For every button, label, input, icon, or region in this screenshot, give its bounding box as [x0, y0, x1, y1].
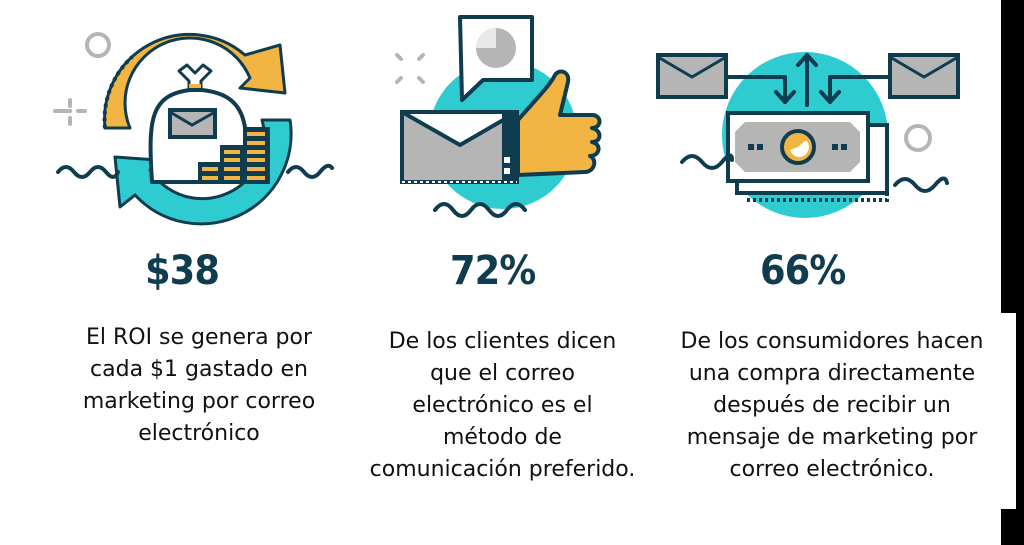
money-bag-cycle-icon	[40, 0, 340, 235]
black-edge-right	[1016, 313, 1024, 509]
stat-description-preferred: De los clientes dicen que el correo elec…	[350, 326, 655, 486]
description-line: correo electrónico.	[729, 457, 935, 482]
description-line: cada $1 gastado en	[90, 357, 308, 382]
stat-value-roi: $38	[145, 248, 220, 294]
description-line: De los consumidores hacen	[680, 329, 984, 354]
description-line: una compra directamente	[688, 361, 976, 386]
black-edge-bottom	[1001, 509, 1024, 545]
black-edge-top	[1001, 0, 1024, 313]
description-line: marketing por correo	[82, 389, 316, 414]
description-line: que el correo	[430, 361, 575, 386]
description-line: El ROI se genera por	[85, 325, 313, 350]
description-line: comunicación preferido.	[369, 457, 636, 482]
stat-value-purchase: 66%	[760, 248, 846, 294]
description-line: mensaje de marketing por	[686, 425, 978, 450]
description-line: De los clientes dicen	[388, 329, 617, 354]
description-line: electrónico	[138, 421, 260, 446]
description-line: método de	[443, 425, 562, 450]
email-to-money-icon	[650, 0, 1000, 235]
stat-description-roi: El ROI se genera por cada $1 gastado en …	[40, 322, 358, 450]
stat-value-preferred: 72%	[450, 248, 536, 294]
stat-description-purchase: De los consumidores hacen una compra dir…	[657, 326, 1007, 486]
description-line: después de recibir un	[713, 393, 951, 418]
description-line: electrónico es el	[412, 393, 593, 418]
email-thumbs-up-icon	[380, 0, 640, 235]
